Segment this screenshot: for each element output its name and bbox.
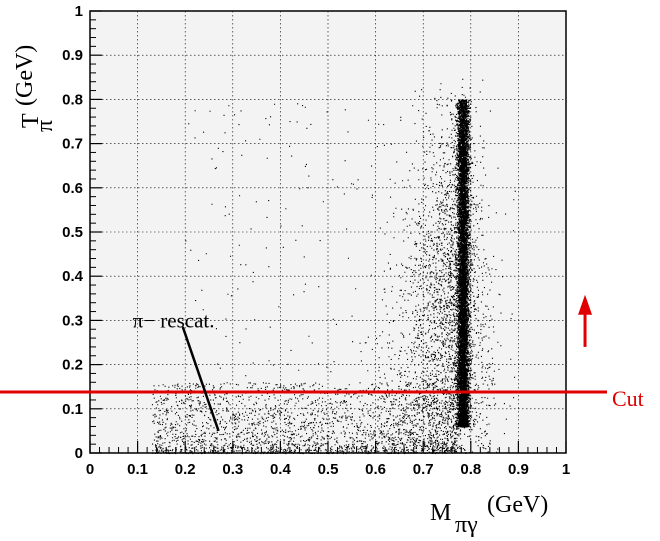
y-tick-label: 1 [75, 3, 83, 20]
y-axis-title-main: T [18, 113, 44, 128]
x-tick-label: 0.7 [413, 461, 434, 478]
x-tick-label: 0.5 [318, 461, 339, 478]
x-tick-label: 0 [86, 461, 94, 478]
annotation-label: π− rescat. [133, 308, 215, 332]
x-axis-title-main: M [430, 500, 451, 526]
x-axis-title-sub: πγ [455, 512, 478, 538]
x-axis-title: M πγ (GeV) [430, 492, 548, 538]
x-tick-label: 0.8 [460, 461, 481, 478]
cut-arrow-head [578, 294, 593, 315]
x-tick-label: 0.2 [175, 461, 196, 478]
y-tick-label: 0.5 [62, 224, 83, 241]
x-tick-label: 0.4 [270, 461, 292, 478]
y-tick-label: 0.8 [62, 91, 83, 108]
x-tick-labels: 0 0.1 0.2 0.3 0.4 0.5 0.6 0.7 0.8 0.9 1 [86, 461, 570, 478]
y-axis-title-sub: π [32, 120, 58, 132]
grid-lines [90, 11, 566, 453]
y-tick-label: 0.7 [62, 136, 83, 153]
scatter-points [151, 78, 516, 455]
y-axis-title: T π (GeV) [12, 45, 58, 132]
axis-ticks [89, 10, 567, 454]
cut-arrow [578, 294, 593, 347]
y-tick-label: 0.1 [62, 401, 83, 418]
x-tick-label: 1 [562, 461, 570, 478]
y-tick-label: 0.2 [62, 357, 83, 374]
x-tick-label: 0.9 [508, 461, 529, 478]
y-tick-labels: 0 0.1 0.2 0.3 0.4 0.5 0.6 0.7 0.8 0.9 1 [62, 3, 84, 462]
x-tick-label: 0.1 [127, 461, 148, 478]
y-tick-label: 0.3 [62, 312, 83, 329]
x-axis-title-unit: (GeV) [487, 492, 548, 518]
data-points [151, 78, 516, 455]
y-tick-label: 0 [75, 445, 83, 462]
y-axis-title-unit: (GeV) [12, 45, 38, 106]
x-tick-label: 0.6 [365, 461, 386, 478]
cut-label: Cut [612, 386, 644, 411]
y-tick-label: 0.4 [62, 268, 84, 285]
annotation-pointer [181, 326, 220, 432]
y-tick-label: 0.6 [62, 180, 83, 197]
y-tick-label: 0.9 [62, 47, 83, 64]
x-tick-label: 0.3 [222, 461, 243, 478]
